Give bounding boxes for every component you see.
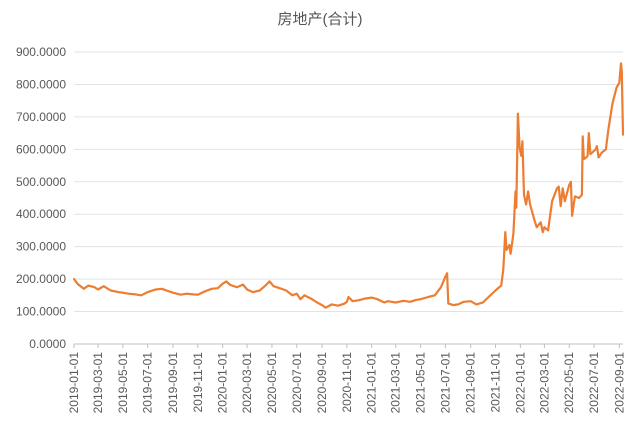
y-tick-label: 300.0000 — [16, 240, 66, 254]
x-tick-label: 2022-05-01 — [562, 352, 576, 414]
x-tick-label: 2022-09-01 — [612, 352, 626, 414]
x-tick-label: 2021-05-01 — [414, 352, 428, 414]
x-tick-label: 2020-11-01 — [340, 352, 354, 413]
y-tick-label: 500.0000 — [16, 175, 66, 189]
x-tick-label: 2021-03-01 — [389, 352, 403, 414]
x-tick-label: 2020-01-01 — [216, 352, 230, 414]
x-tick-label: 2022-03-01 — [537, 352, 551, 414]
x-tick-label: 2021-09-01 — [464, 352, 478, 414]
chart-title: 房地产(合计) — [277, 11, 363, 28]
y-tick-label: 200.0000 — [16, 272, 66, 286]
y-tick-label: 800.0000 — [16, 77, 66, 91]
x-axis: 2019-01-01 2019-03-01 2019-05-01 2019-07-01… — [67, 344, 626, 413]
x-tick-label: 2021-11-01 — [489, 352, 503, 413]
y-tick-label: 900.0000 — [16, 45, 66, 59]
x-tick-label: 2020-05-01 — [265, 352, 279, 414]
series-layer — [72, 62, 625, 309]
x-tick-label: 2020-07-01 — [290, 352, 304, 414]
x-tick-label: 2019-05-01 — [116, 352, 130, 414]
x-tick-label: 2019-09-01 — [166, 352, 180, 414]
x-tick-label: 2022-01-01 — [513, 352, 527, 414]
y-tick-label: 700.0000 — [16, 110, 66, 124]
y-tick-label: 100.0000 — [16, 305, 66, 319]
grid-lines — [74, 51, 623, 345]
y-tick-label: 600.0000 — [16, 142, 66, 156]
y-tick-label: 0.0000 — [29, 337, 66, 351]
y-axis: 0.0000 100.0000 200.0000 300.0000 400.0000 50… — [16, 45, 66, 351]
x-tick-label: 2020-09-01 — [315, 352, 329, 414]
x-tick-label: 2019-07-01 — [141, 352, 155, 414]
x-tick-label: 2019-01-01 — [67, 352, 81, 414]
y-tick-label: 400.0000 — [16, 207, 66, 221]
x-tick-label: 2019-11-01 — [191, 352, 205, 413]
x-tick-label: 2021-01-01 — [365, 352, 379, 414]
x-tick-label: 2019-03-01 — [91, 352, 105, 414]
series-line-0 — [72, 62, 625, 309]
x-tick-label: 2022-07-01 — [587, 352, 601, 414]
x-tick-label: 2020-03-01 — [240, 352, 254, 414]
x-tick-label: 2021-07-01 — [438, 352, 452, 414]
